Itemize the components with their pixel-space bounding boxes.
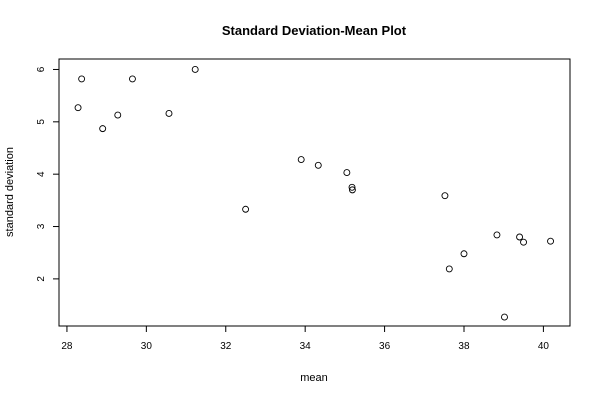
data-point	[547, 237, 554, 245]
x-tick-label: 28	[61, 341, 73, 352]
data-point	[501, 313, 508, 321]
data-point	[129, 75, 136, 83]
x-tick-label: 32	[220, 341, 232, 352]
y-tick-label: 2	[36, 276, 47, 282]
x-tick-label: 30	[141, 341, 153, 352]
data-point	[165, 109, 173, 117]
y-axis-label: standard deviation	[4, 147, 16, 237]
data-point	[460, 250, 468, 258]
data-point	[114, 111, 122, 119]
data-point	[493, 231, 501, 239]
data-point	[314, 161, 322, 169]
y-tick-label: 6	[36, 66, 47, 72]
data-point	[242, 205, 250, 213]
data-point	[99, 125, 107, 133]
data-point	[516, 233, 524, 241]
data-point	[441, 192, 449, 200]
x-axis: 28 30 32 34 36 38 40	[61, 326, 549, 352]
data-point	[191, 66, 199, 73]
y-axis: 2 3 4 5 6	[36, 66, 59, 282]
x-axis-label: mean	[300, 372, 328, 384]
y-tick-label: 4	[36, 171, 47, 177]
x-tick-label: 40	[538, 341, 550, 352]
data-point	[343, 169, 351, 177]
data-point	[520, 238, 527, 246]
plot-frame	[58, 58, 571, 327]
data-point	[445, 265, 453, 273]
y-tick-label: 3	[36, 223, 47, 229]
data-point	[348, 186, 356, 194]
x-tick-label: 36	[379, 341, 391, 352]
x-tick-label: 34	[300, 341, 312, 352]
data-point	[78, 75, 86, 83]
y-tick-label: 5	[36, 119, 47, 125]
data-point	[297, 156, 305, 163]
data-point	[74, 104, 82, 112]
data-points	[74, 66, 554, 321]
data-point	[348, 183, 356, 191]
x-tick-label: 38	[458, 341, 470, 352]
chart-title: Standard Deviation-Mean Plot	[222, 23, 407, 38]
